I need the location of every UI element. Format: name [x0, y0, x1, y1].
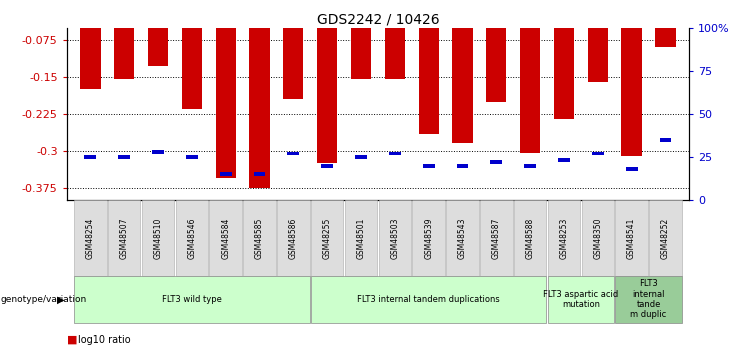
Text: GSM48503: GSM48503	[391, 217, 399, 259]
Bar	[625, 167, 637, 171]
Bar	[659, 138, 671, 142]
Text: GSM48585: GSM48585	[255, 217, 264, 259]
Bar	[592, 151, 604, 156]
Bar	[385, 3, 405, 79]
Text: FLT3
internal
tande
m duplic: FLT3 internal tande m duplic	[631, 279, 667, 319]
Bar	[80, 3, 101, 89]
Text: GSM48586: GSM48586	[289, 217, 298, 259]
Text: GSM48255: GSM48255	[322, 217, 332, 259]
Bar	[486, 3, 506, 101]
Bar	[422, 164, 434, 168]
Text: genotype/variation: genotype/variation	[1, 295, 87, 304]
Text: GSM48539: GSM48539	[424, 217, 433, 259]
Text: GSM48350: GSM48350	[594, 217, 602, 259]
Text: GSM48254: GSM48254	[86, 217, 95, 259]
Bar	[524, 164, 536, 168]
Bar	[283, 3, 304, 99]
Text: GSM48253: GSM48253	[559, 217, 568, 259]
Text: GSM48584: GSM48584	[221, 217, 230, 259]
Bar	[456, 164, 468, 168]
Text: GSM48546: GSM48546	[187, 217, 196, 259]
Text: GSM48252: GSM48252	[661, 217, 670, 259]
Bar	[84, 155, 96, 159]
Text: GSM48587: GSM48587	[492, 217, 501, 259]
Text: GSM48507: GSM48507	[120, 217, 129, 259]
Bar	[317, 3, 337, 163]
Bar	[119, 155, 130, 159]
Bar	[491, 160, 502, 164]
Bar	[520, 3, 540, 153]
Bar	[355, 155, 367, 159]
Bar	[350, 3, 371, 79]
Text: log10 ratio: log10 ratio	[78, 335, 130, 345]
Text: FLT3 aspartic acid
mutation: FLT3 aspartic acid mutation	[543, 289, 619, 309]
Bar	[114, 3, 134, 79]
Bar	[622, 3, 642, 156]
Bar	[389, 151, 401, 156]
Bar	[655, 3, 676, 47]
Bar	[288, 151, 299, 156]
Bar	[148, 3, 168, 66]
Bar	[588, 3, 608, 82]
Bar	[452, 3, 473, 144]
Text: ■: ■	[67, 335, 77, 345]
Bar	[216, 3, 236, 178]
Text: GSM48588: GSM48588	[525, 217, 535, 259]
Text: GSM48510: GSM48510	[153, 217, 162, 259]
Text: FLT3 wild type: FLT3 wild type	[162, 295, 222, 304]
Bar	[186, 155, 198, 159]
Bar	[554, 3, 574, 119]
Bar	[253, 172, 265, 176]
Text: GSM48543: GSM48543	[458, 217, 467, 259]
Bar	[250, 3, 270, 188]
Bar	[220, 172, 232, 176]
Title: GDS2242 / 10426: GDS2242 / 10426	[316, 12, 439, 27]
Bar	[152, 150, 164, 154]
Text: GSM48501: GSM48501	[356, 217, 365, 259]
Bar	[322, 164, 333, 168]
Text: FLT3 internal tandem duplications: FLT3 internal tandem duplications	[357, 295, 500, 304]
Bar	[558, 158, 570, 162]
Bar	[419, 3, 439, 134]
Text: GSM48541: GSM48541	[627, 217, 636, 259]
Bar	[182, 3, 202, 109]
Text: ▶: ▶	[57, 294, 64, 304]
